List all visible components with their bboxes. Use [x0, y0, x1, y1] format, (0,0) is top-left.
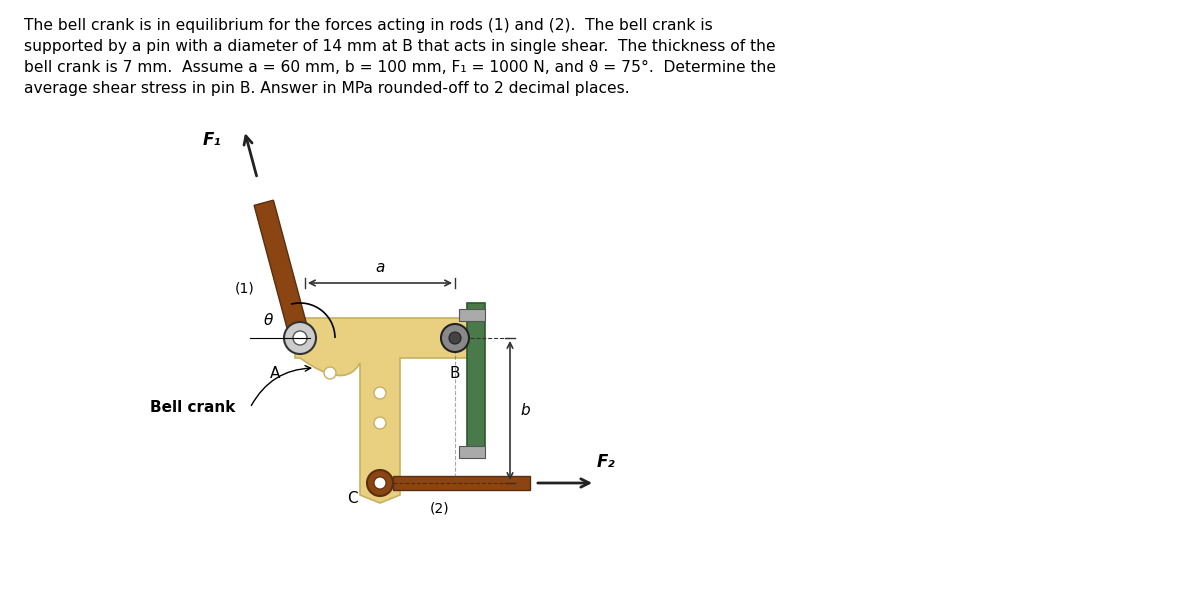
Circle shape — [367, 470, 394, 496]
Bar — [394, 476, 530, 490]
Circle shape — [449, 332, 461, 344]
Text: (2): (2) — [430, 501, 450, 515]
Circle shape — [374, 417, 386, 429]
Text: F₂: F₂ — [598, 453, 616, 471]
Text: Bell crank: Bell crank — [150, 400, 235, 416]
Circle shape — [374, 387, 386, 399]
Text: A: A — [270, 366, 280, 381]
Bar — [458, 446, 485, 458]
Circle shape — [284, 322, 316, 354]
Text: The bell crank is in equilibrium for the forces acting in rods (1) and (2).  The: The bell crank is in equilibrium for the… — [24, 18, 776, 96]
Circle shape — [442, 324, 469, 352]
Circle shape — [324, 367, 336, 379]
Text: B: B — [450, 366, 461, 381]
Circle shape — [293, 331, 307, 345]
Bar — [467, 303, 485, 458]
Circle shape — [374, 477, 386, 489]
Text: θ: θ — [263, 313, 272, 328]
Text: F₁: F₁ — [203, 131, 221, 149]
Bar — [458, 309, 485, 321]
Text: a: a — [376, 260, 385, 275]
Polygon shape — [295, 318, 470, 503]
Text: b: b — [520, 403, 529, 418]
Text: (1): (1) — [235, 282, 254, 296]
Text: C: C — [347, 491, 358, 506]
Polygon shape — [254, 200, 311, 345]
